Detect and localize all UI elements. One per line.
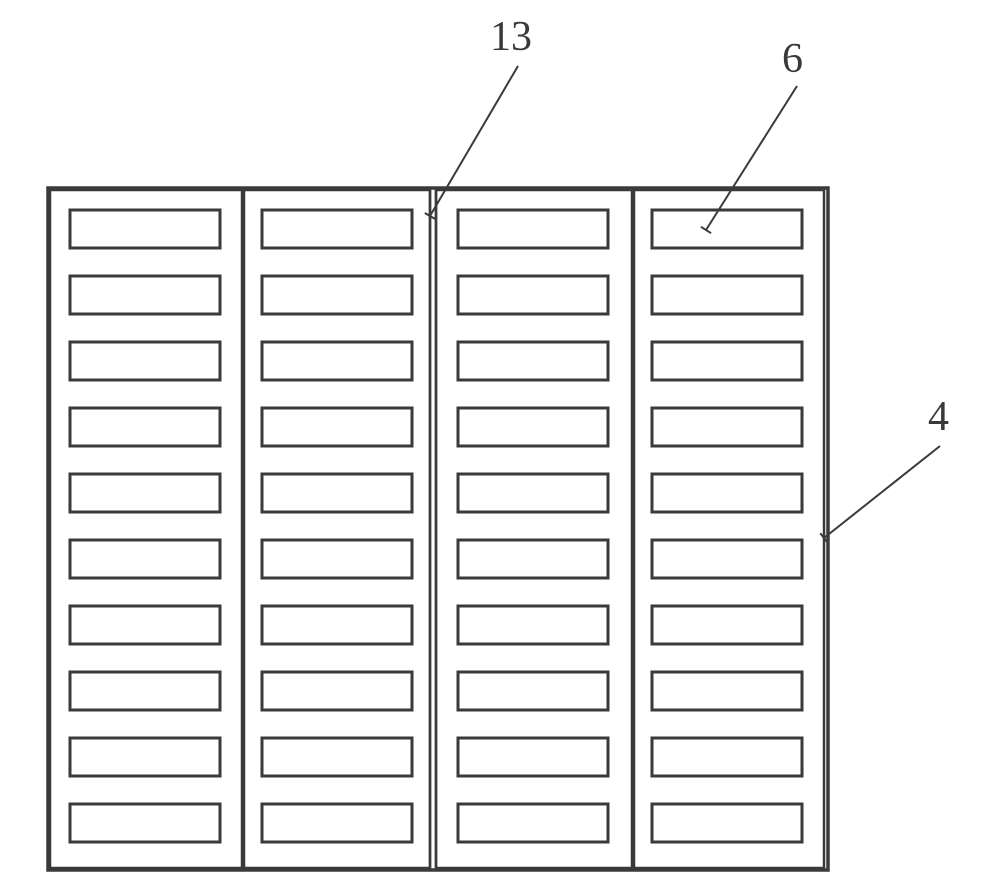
label-6: 6 <box>782 36 803 82</box>
panel-diagram: 13 6 4 <box>0 0 1000 890</box>
label-4: 4 <box>928 394 949 440</box>
label-13: 13 <box>490 14 532 60</box>
